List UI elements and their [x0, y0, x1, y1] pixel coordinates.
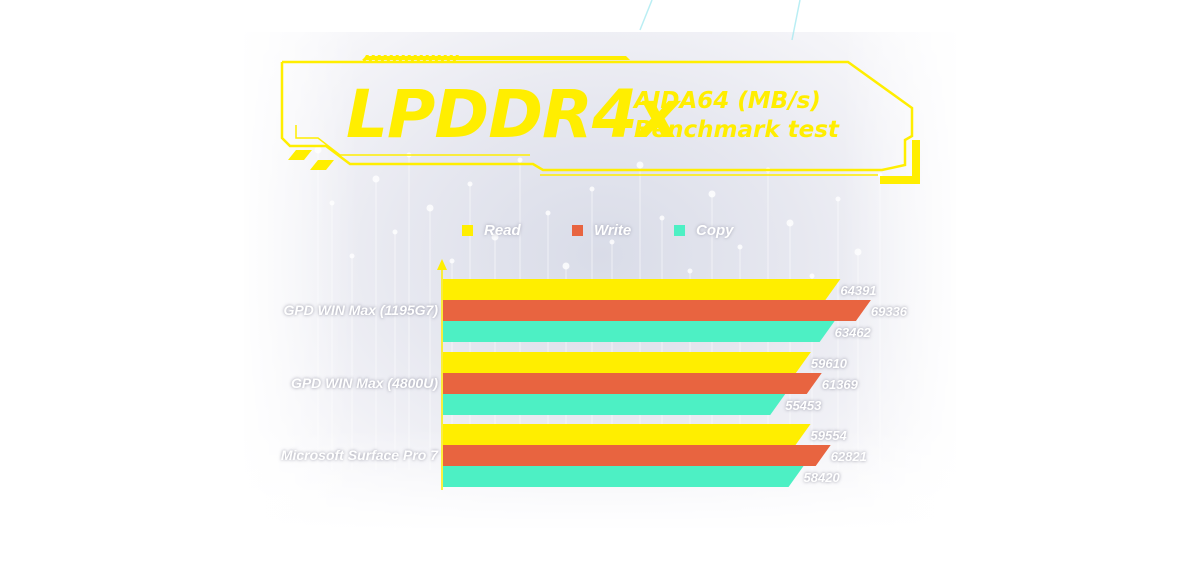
- legend-label-copy: Copy: [696, 221, 734, 239]
- title-frame-outline: [280, 60, 914, 172]
- bars-group: [443, 279, 871, 487]
- title-frame-hatch-mark: [428, 55, 435, 62]
- title-subtitle-line2: Benchmark test: [634, 117, 839, 143]
- legend-item-copy: Copy: [674, 220, 734, 240]
- title-frame-hatch-mark: [452, 55, 459, 62]
- bar-copy: [443, 466, 804, 487]
- bar-write: [443, 445, 831, 466]
- bar-write: [443, 373, 822, 394]
- title-frame-hatch-mark: [380, 55, 387, 62]
- legend-label-write: Write: [594, 221, 632, 239]
- title-frame-hatch-mark: [386, 55, 393, 62]
- title-frame-hatch-mark: [374, 55, 381, 62]
- data-label-copy: 63462: [834, 325, 871, 340]
- title-frame-top-bar: [362, 56, 630, 60]
- legend-swatch-copy: [674, 224, 685, 236]
- title-frame-hatch: [362, 55, 459, 62]
- bar-copy: [443, 321, 835, 342]
- title-frame-left-accent: [310, 160, 334, 170]
- title-frame-hatch-mark: [392, 55, 399, 62]
- category-label: GPD WIN Max (4800U): [290, 375, 438, 391]
- category-label: Microsoft Surface Pro 7: [280, 447, 438, 463]
- bar-read: [443, 279, 841, 300]
- data-label-write: 69336: [870, 304, 908, 319]
- title-frame-hatch-mark: [440, 55, 447, 62]
- data-label-read: 64391: [840, 283, 877, 298]
- title-frame-corner-accent: [880, 140, 920, 184]
- title-frame-hatch-mark: [434, 55, 441, 62]
- title-frame-inner-line: [295, 125, 530, 156]
- title-subtitle-line1: AIDA64 (MB/s): [634, 88, 821, 114]
- data-label-write: 61369: [821, 377, 858, 392]
- bar-write: [443, 300, 871, 321]
- bar-read: [443, 352, 811, 373]
- category-label: GPD WIN Max (1195G7): [283, 302, 438, 318]
- data-label-read: 59610: [810, 356, 848, 371]
- title-frame-hatch-mark: [416, 55, 423, 62]
- legend-label-read: Read: [484, 221, 521, 239]
- data-label-write: 62821: [830, 449, 867, 464]
- title-frame-left-accent: [288, 150, 312, 160]
- title-frame-hatch-mark: [362, 55, 369, 62]
- data-label-copy: 58420: [803, 470, 840, 485]
- title-frame-hatch-mark: [398, 55, 405, 62]
- data-label-copy: 55453: [785, 398, 822, 413]
- title-main: LPDDR4x: [346, 76, 679, 153]
- title-frame-hatch-mark: [446, 55, 453, 62]
- title-frame-hatch-mark: [368, 55, 375, 62]
- data-label-read: 59554: [810, 428, 847, 443]
- bar-read: [443, 424, 811, 445]
- title-frame-hatch-mark: [410, 55, 417, 62]
- legend-item-write: Write: [572, 220, 631, 240]
- legend-swatch-write: [572, 224, 583, 236]
- legend-swatch-read: [462, 224, 473, 236]
- y-axis-arrow: [437, 259, 447, 270]
- bar-copy: [443, 394, 786, 415]
- legend-item-read: Read: [462, 220, 521, 240]
- decor-streak: [639, 0, 653, 31]
- title-frame-hatch-mark: [422, 55, 429, 62]
- title-frame-hatch-mark: [404, 55, 411, 62]
